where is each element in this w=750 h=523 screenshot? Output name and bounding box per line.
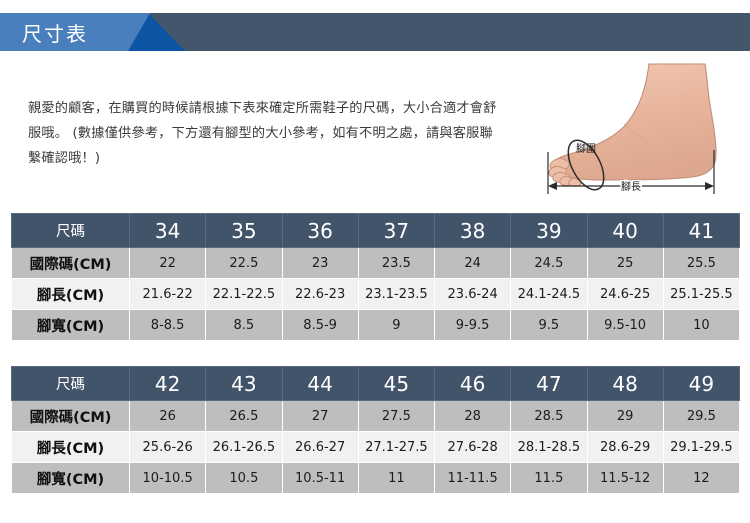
table-cell: 10.5-11 [281,462,359,494]
header-size-cell: 36 [281,213,359,248]
intro-line-3: 繫確認哦！) [28,151,101,166]
table-cell: 23.6-24 [433,278,512,310]
intro-line-2: 服哦。 (數據僅供參考，下方還有腳型的大小參考，如有不明之處，請與客服聯 [28,126,493,141]
intro-text: 親愛的顧客，在購買的時候請根據下表來確定所需鞋子的尺碼，大小合適才會舒 服哦。 … [28,96,528,171]
table-cell: 24.6-25 [586,278,664,310]
header-size-cell: 37 [357,213,436,248]
header-size-cell: 38 [433,213,512,248]
table-cell: 28 [433,400,512,432]
header-size-cell: 44 [281,366,359,401]
foot-girth-label: 腳圍 [576,143,596,155]
table-row: 腳寬(CM) 8-8.5 8.5 8.5-9 9 9-9.5 9.5 9.5-1… [11,309,741,341]
table-cell: 23.1-23.5 [357,278,436,310]
row-label: 國際碼(CM) [11,400,130,432]
table-cell: 25 [586,247,664,279]
table-cell: 24.5 [510,247,588,279]
table-cell: 23 [281,247,359,279]
table-header-row: 尺碼 34 35 36 37 38 39 40 41 [11,213,741,248]
table-cell: 28.5 [510,400,588,432]
page-title: 尺寸表 [22,21,88,46]
table-cell: 27 [281,400,359,432]
table-cell: 11-11.5 [433,462,512,494]
table-cell: 25.1-25.5 [662,278,741,310]
table-cell: 25.6-26 [128,431,207,463]
table-cell: 21.6-22 [128,278,207,310]
table-cell: 24.1-24.5 [510,278,588,310]
table-cell: 29.1-29.5 [662,431,741,463]
foot-illustration [548,63,717,187]
table-cell: 29.5 [662,400,741,432]
header-size-cell: 49 [662,366,741,401]
header-size-cell: 35 [205,213,283,248]
table-cell: 23.5 [357,247,436,279]
table-cell: 22.1-22.5 [205,278,283,310]
banner-slate-shape [128,13,750,51]
table-row: 腳寬(CM) 10-10.5 10.5 10.5-11 11 11-11.5 1… [11,462,741,494]
table-cell: 9 [357,309,436,341]
table-cell: 24 [433,247,512,279]
table-cell: 26.6-27 [281,431,359,463]
table-cell: 8-8.5 [128,309,207,341]
table-cell: 22.6-23 [281,278,359,310]
table-cell: 27.6-28 [433,431,512,463]
table-row: 國際碼(CM) 26 26.5 27 27.5 28 28.5 29 29.5 [11,400,741,432]
table-cell: 28.1-28.5 [510,431,588,463]
size-table-small: 尺碼 34 35 36 37 38 39 40 41 國際碼(CM) 22 22… [11,213,741,341]
table-cell: 28.6-29 [586,431,664,463]
table-cell: 11.5 [510,462,588,494]
header-size-cell: 42 [128,366,207,401]
row-label: 腳長(CM) [11,278,130,310]
header-banner [0,13,750,51]
table-cell: 22.5 [205,247,283,279]
table-cell: 11.5-12 [586,462,664,494]
table-cell: 12 [662,462,741,494]
foot-length-indicator [547,150,715,194]
foot-girth-indicator [567,139,605,191]
table-header-row: 尺碼 42 43 44 45 46 47 48 49 [11,366,741,401]
header-size-cell: 45 [357,366,436,401]
table-cell: 27.1-27.5 [357,431,436,463]
header-size-cell: 47 [510,366,588,401]
table-row: 國際碼(CM) 22 22.5 23 23.5 24 24.5 25 25.5 [11,247,741,279]
foot-length-label: 腳長 [621,181,641,193]
header-size-cell: 43 [205,366,283,401]
table-cell: 8.5-9 [281,309,359,341]
table-cell: 9-9.5 [433,309,512,341]
table-cell: 10-10.5 [128,462,207,494]
header-size-cell: 40 [586,213,664,248]
row-label: 腳寬(CM) [11,462,130,494]
table-cell: 29 [586,400,664,432]
table-cell: 26.1-26.5 [205,431,283,463]
row-label: 腳長(CM) [11,431,130,463]
header-size-label: 尺碼 [11,366,130,401]
table-row: 腳長(CM) 21.6-22 22.1-22.5 22.6-23 23.1-23… [11,278,741,310]
table-cell: 25.5 [662,247,741,279]
header-size-cell: 46 [433,366,512,401]
intro-line-1: 親愛的顧客，在購買的時候請根據下表來確定所需鞋子的尺碼，大小合適才會舒 [28,101,497,116]
foot-diagram: 腳圍 腳長 [528,62,750,210]
header-size-cell: 41 [662,213,741,248]
header-size-cell: 34 [128,213,207,248]
header-size-cell: 39 [510,213,588,248]
table-cell: 26 [128,400,207,432]
header-size-cell: 48 [586,366,664,401]
table-cell: 8.5 [205,309,283,341]
table-cell: 11 [357,462,436,494]
table-cell: 10.5 [205,462,283,494]
table-cell: 9.5-10 [586,309,664,341]
table-row: 腳長(CM) 25.6-26 26.1-26.5 26.6-27 27.1-27… [11,431,741,463]
table-cell: 26.5 [205,400,283,432]
row-label: 腳寬(CM) [11,309,130,341]
table-cell: 27.5 [357,400,436,432]
table-cell: 9.5 [510,309,588,341]
size-table-large: 尺碼 42 43 44 45 46 47 48 49 國際碼(CM) 26 26… [11,366,741,494]
header-size-label: 尺碼 [11,213,130,248]
table-cell: 10 [662,309,741,341]
banner-lightblue-shape [0,13,150,51]
row-label: 國際碼(CM) [11,247,130,279]
table-cell: 22 [128,247,207,279]
